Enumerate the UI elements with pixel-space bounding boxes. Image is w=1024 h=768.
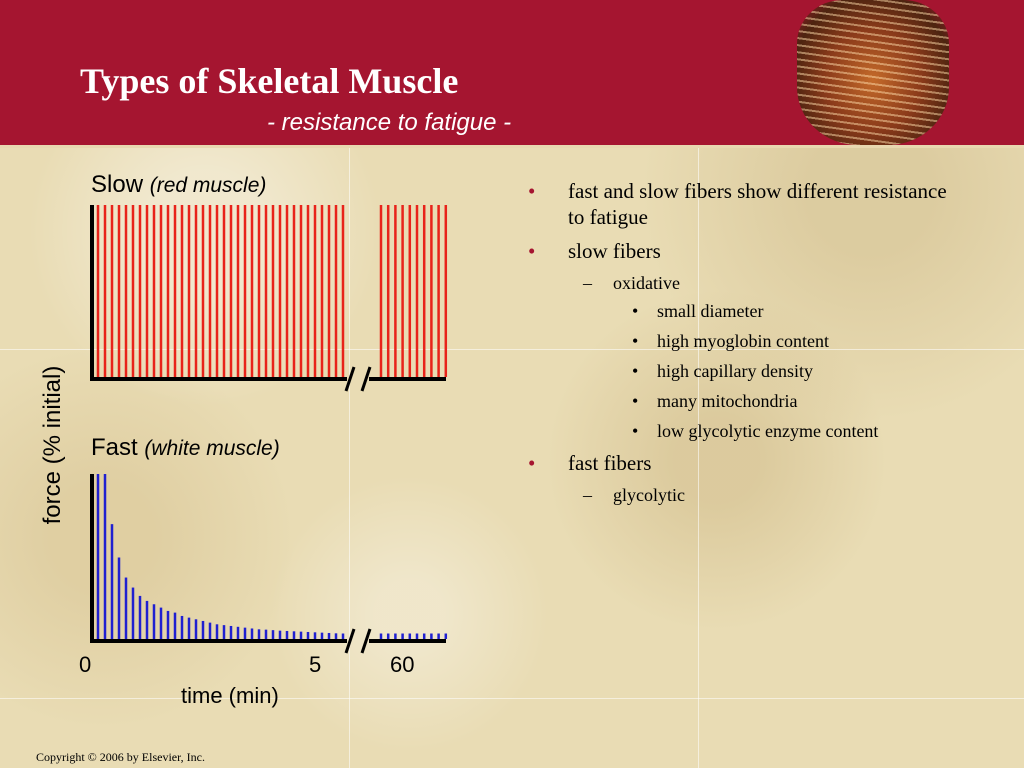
bullet-marker: • xyxy=(632,391,639,411)
sub-bullet-item: – glycolytic xyxy=(528,484,948,506)
bullet-text: fast fibers xyxy=(568,451,652,475)
grid-line-h2 xyxy=(0,698,1024,699)
x-tick-5: 5 xyxy=(309,652,322,677)
bullet-text: glycolytic xyxy=(613,485,685,505)
bullet-marker: • xyxy=(632,361,639,381)
bullet-item: • fast and slow fibers show different res… xyxy=(528,178,948,230)
slide-title: Types of Skeletal Muscle xyxy=(80,61,459,101)
copyright-footer: Copyright © 2006 by Elsevier, Inc. xyxy=(36,750,205,764)
bullet-text: small diameter xyxy=(657,301,764,321)
slow-label-italic: (red muscle) xyxy=(149,174,267,197)
bullet-marker: • xyxy=(632,301,639,321)
fast-panel-label: Fast (white muscle) xyxy=(91,434,280,462)
fast-label-italic: (white muscle) xyxy=(144,437,280,460)
bullet-text: slow fibers xyxy=(568,239,661,263)
bullet-list: • fast and slow fibers show different res… xyxy=(528,178,948,512)
bullet-text: high myoglobin content xyxy=(657,331,829,351)
grid-line-v2 xyxy=(698,148,699,768)
sub-sub-bullet-item: • high capillary density xyxy=(528,360,948,382)
bullet-marker: • xyxy=(632,331,639,351)
dash-marker: – xyxy=(583,273,592,293)
bullet-marker: • xyxy=(632,421,639,441)
bullet-marker: • xyxy=(528,239,536,263)
slide-subtitle: - resistance to fatigue - xyxy=(267,109,512,136)
bullet-marker: • xyxy=(528,179,536,203)
slow-panel-label: Slow (red muscle) xyxy=(91,171,266,199)
sub-sub-bullet-item: • small diameter xyxy=(528,300,948,322)
bullet-text: low glycolytic enzyme content xyxy=(657,421,879,441)
dash-marker: – xyxy=(583,485,592,505)
bullet-item: • slow fibers xyxy=(528,238,948,264)
x-tick-0: 0 xyxy=(79,652,92,677)
fast-label: Fast xyxy=(91,434,138,461)
sub-sub-bullet-item: • low glycolytic enzyme content xyxy=(528,420,887,442)
sub-sub-bullet-item: • many mitochondria xyxy=(528,390,948,412)
bullet-text: high capillary density xyxy=(657,361,813,381)
bullet-item: • fast fibers xyxy=(528,450,948,476)
x-tick-60: 60 xyxy=(390,652,415,677)
slow-label: Slow xyxy=(91,171,144,198)
sub-sub-bullet-item: • high myoglobin content xyxy=(528,330,948,352)
slow-axis-break-mark xyxy=(360,366,372,392)
fast-axis-break-mark xyxy=(344,628,356,654)
fast-axis-break-mark xyxy=(360,628,372,654)
bullet-text: oxidative xyxy=(613,273,680,293)
x-axis-label: time (min) xyxy=(181,683,279,708)
slow-axis-break-mark xyxy=(344,366,356,392)
banner-divider xyxy=(0,145,1024,148)
grid-line-h1 xyxy=(0,349,1024,350)
grid-line-v1 xyxy=(349,148,350,768)
bullet-text: fast and slow fibers show different resi… xyxy=(568,179,947,229)
bullet-marker: • xyxy=(528,451,536,475)
sub-bullet-item: – oxidative xyxy=(528,272,948,294)
bullet-text: many mitochondria xyxy=(657,391,798,411)
decorative-artwork xyxy=(797,0,949,145)
